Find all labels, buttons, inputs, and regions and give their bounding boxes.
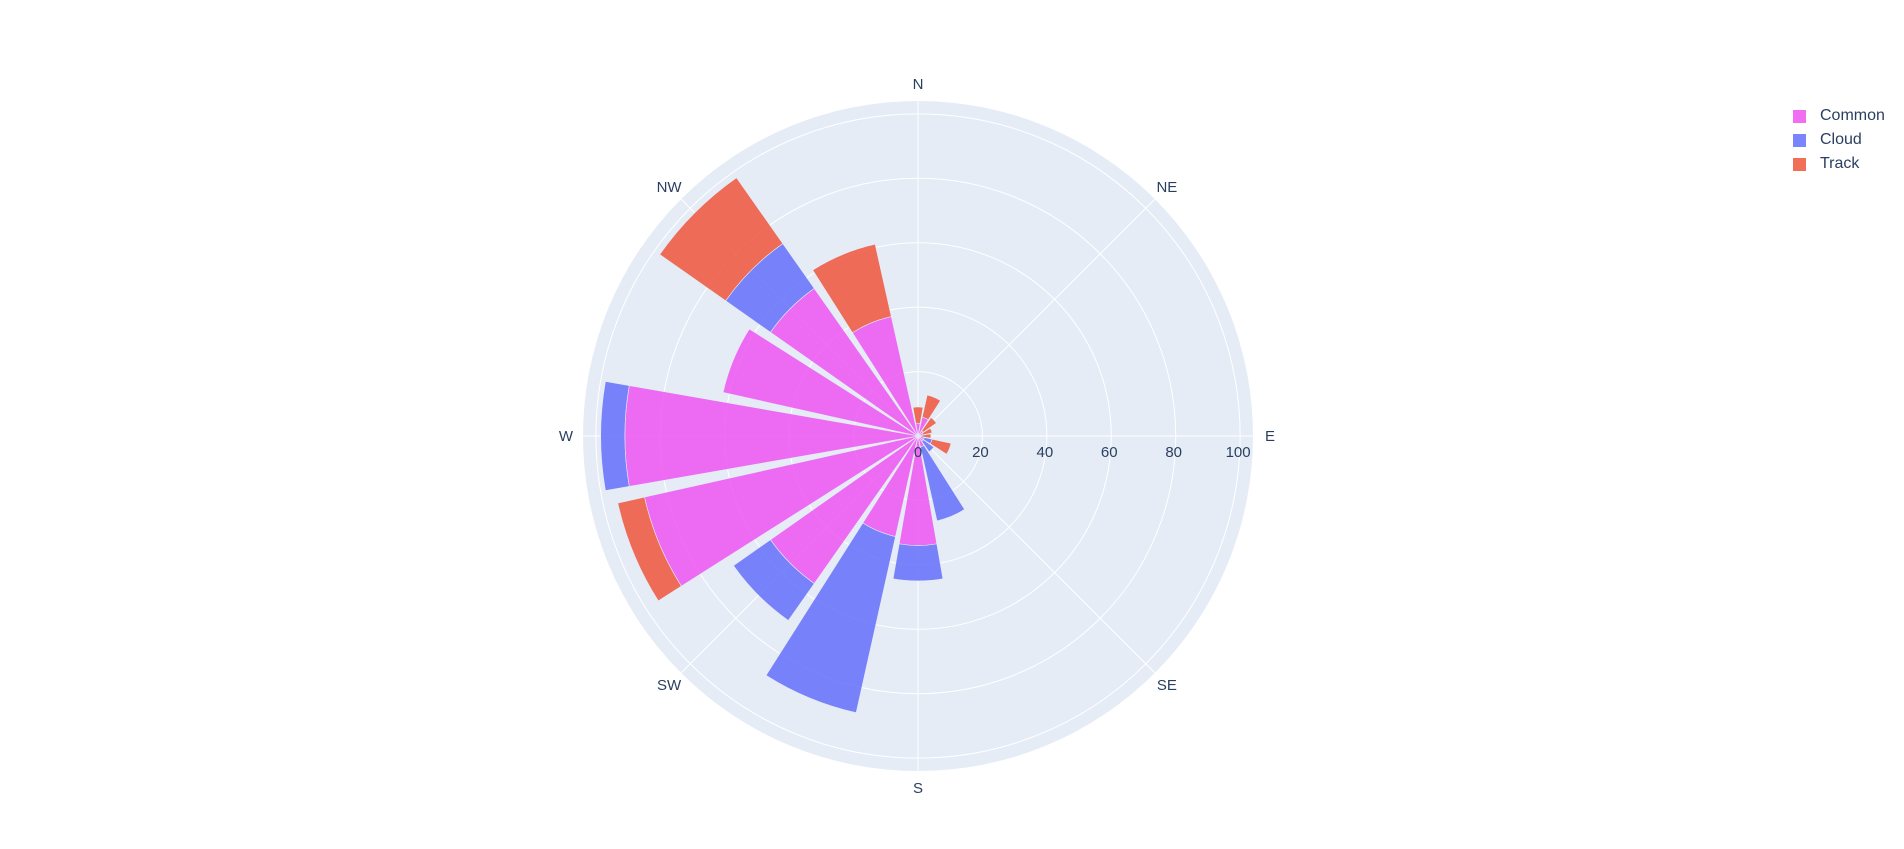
bar-track-nnw xyxy=(812,243,892,334)
radial-tick-100: 100 xyxy=(1226,444,1251,461)
bar-cloud-w xyxy=(600,381,630,491)
bar-common-wnw xyxy=(722,328,919,437)
angular-tick-se: SE xyxy=(1157,677,1177,694)
legend-swatch-cloud xyxy=(1793,134,1806,147)
radial-tick-40: 40 xyxy=(1037,444,1054,461)
legend-swatch-track xyxy=(1793,158,1806,171)
polar-bars xyxy=(600,177,966,713)
bar-track-wsw xyxy=(617,496,682,602)
radial-tick-20: 20 xyxy=(972,444,989,461)
bar-track-ese xyxy=(929,438,952,455)
bar-cloud-sw xyxy=(733,539,815,621)
legend-swatch-common xyxy=(1793,110,1806,123)
bar-cloud-sse xyxy=(920,445,966,522)
radial-tick-60: 60 xyxy=(1101,444,1118,461)
bar-track-e xyxy=(920,433,932,439)
legend-label-common: Common xyxy=(1820,107,1885,124)
angular-tick-s: S xyxy=(913,780,923,797)
bar-track-nne xyxy=(921,394,941,421)
bar-track-ne xyxy=(921,417,937,433)
bar-track-n xyxy=(912,406,924,424)
angular-tick-w: W xyxy=(559,428,574,445)
angular-tick-e: E xyxy=(1265,428,1275,445)
angular-tick-n: N xyxy=(913,76,924,93)
radial-tick-80: 80 xyxy=(1165,444,1182,461)
bar-track-ene xyxy=(921,427,933,436)
bar-cloud-se xyxy=(921,439,935,453)
angular-tick-nw: NW xyxy=(657,179,683,196)
bar-track-nw xyxy=(659,177,784,302)
radial-tick-0: 0 xyxy=(914,444,922,461)
bar-cloud-s xyxy=(892,543,944,582)
angular-gridline-ne xyxy=(917,198,1156,437)
angular-gridline-se xyxy=(917,435,1156,674)
legend-label-track: Track xyxy=(1820,155,1860,172)
legend-label-cloud: Cloud xyxy=(1820,131,1862,148)
polar-labels: N NE E SE S SW W NW 0 20 40 60 80 100 xyxy=(559,76,1275,797)
angular-tick-ne: NE xyxy=(1156,179,1177,196)
bar-cloud-ssw xyxy=(765,522,896,713)
angular-tick-sw: SW xyxy=(657,677,682,694)
